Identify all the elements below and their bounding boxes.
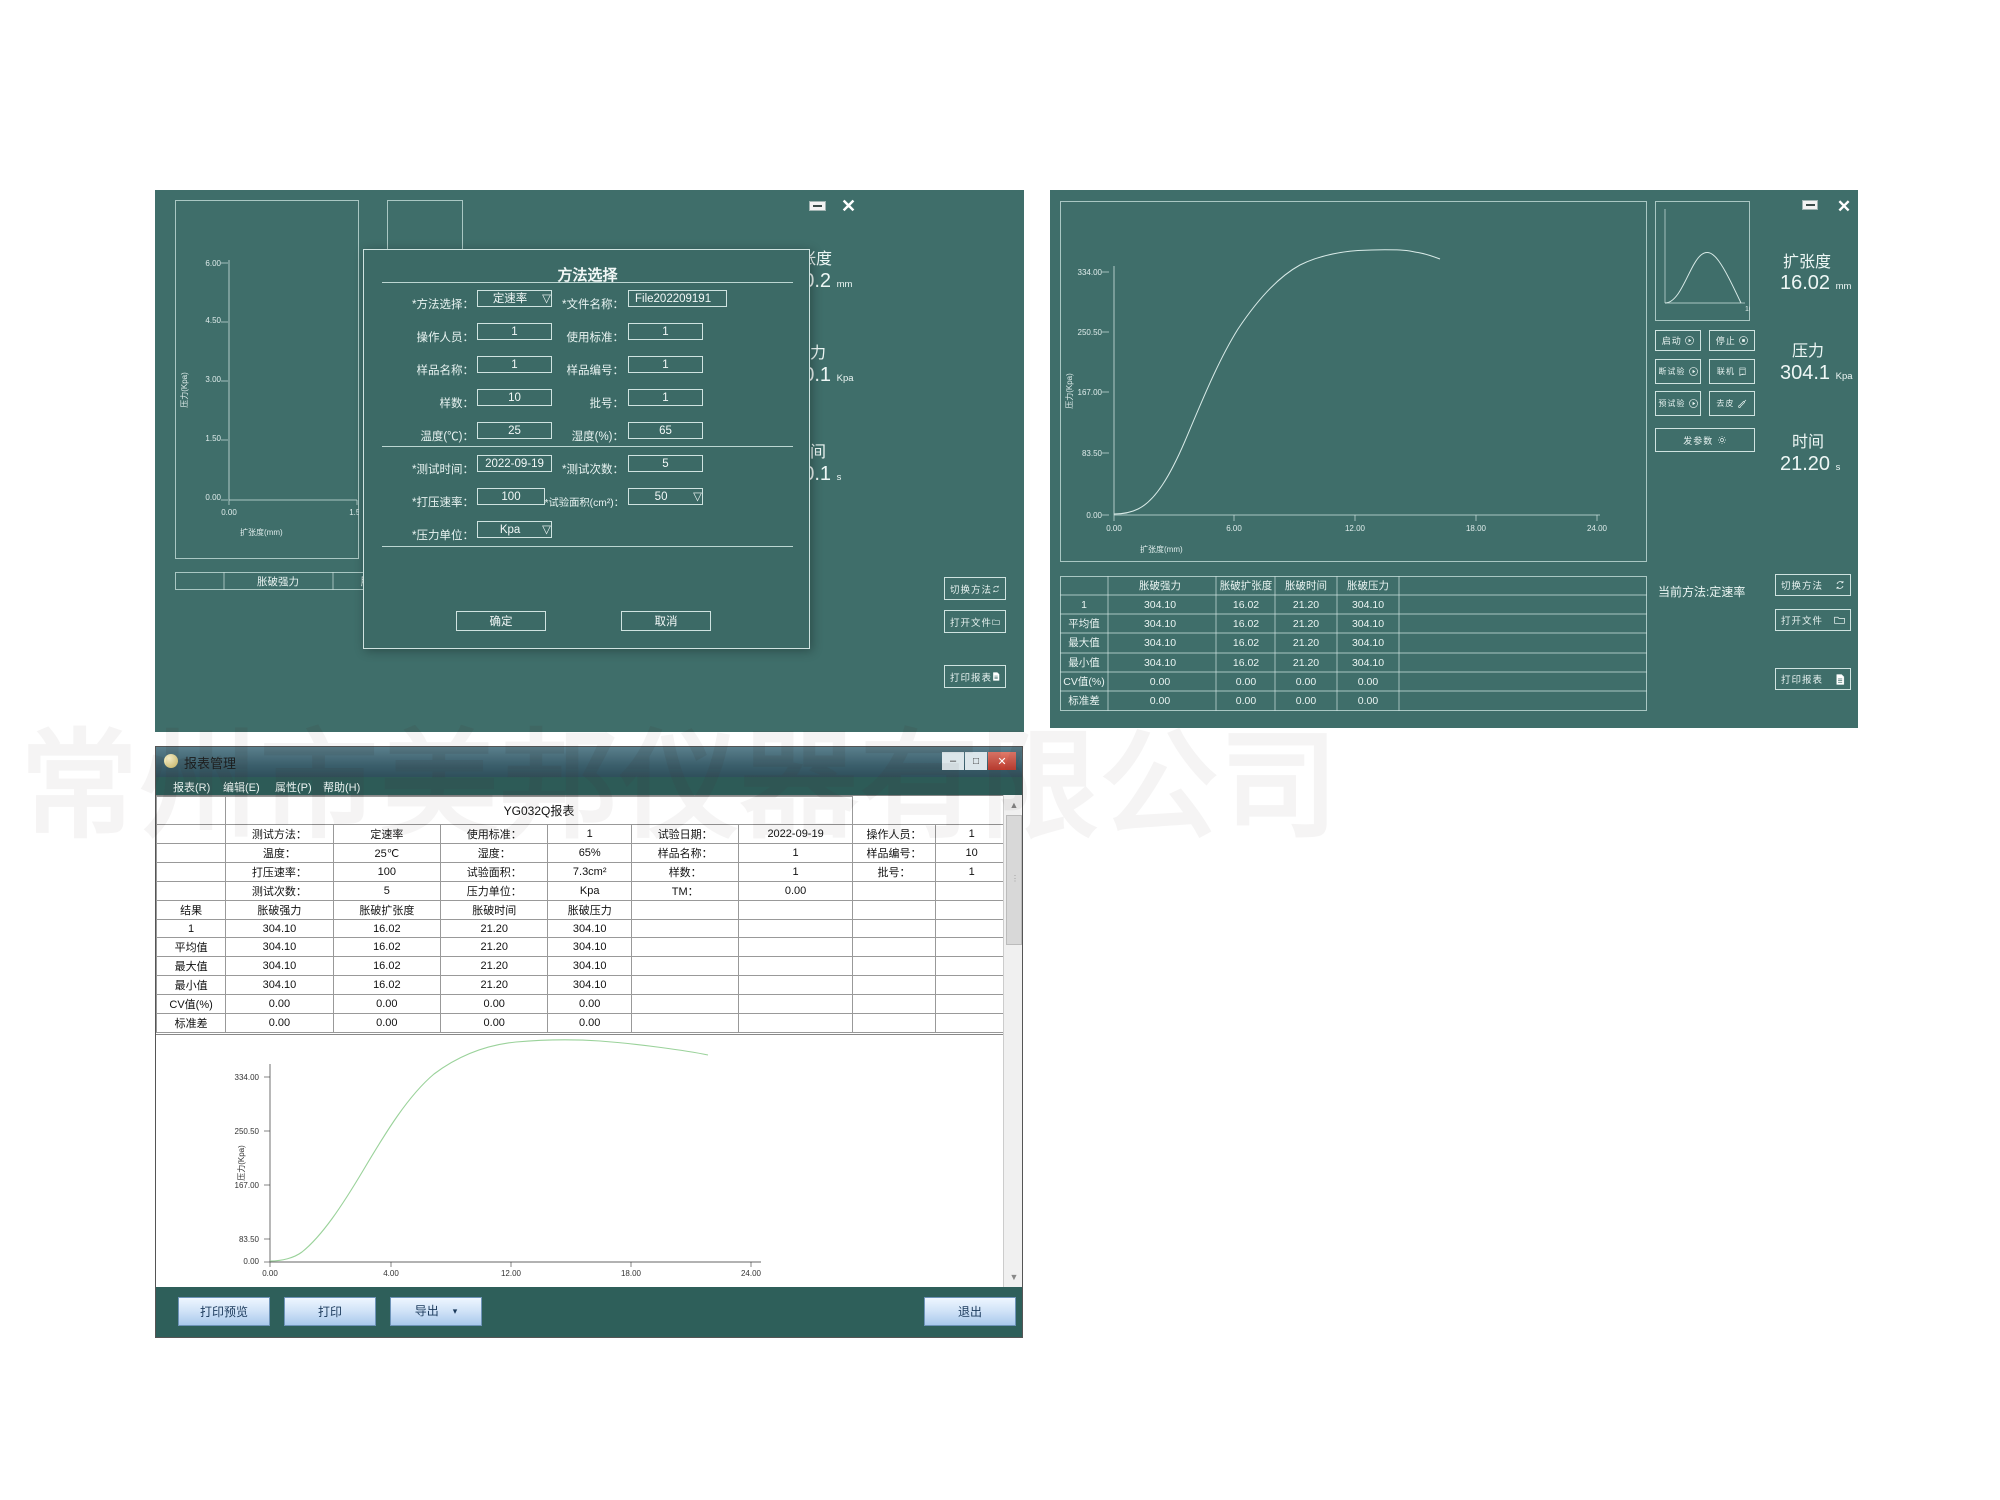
svg-text:250.50: 250.50 <box>235 1127 260 1136</box>
svg-text:扩张度(mm): 扩张度(mm) <box>1140 544 1183 554</box>
svg-text:0.00: 0.00 <box>1150 676 1171 688</box>
svg-text:4.00: 4.00 <box>383 1269 399 1278</box>
svg-text:250.50: 250.50 <box>1078 328 1103 337</box>
svg-text:3.00: 3.00 <box>205 375 221 384</box>
svg-text:0.00: 0.00 <box>205 493 221 502</box>
svg-text:304.10: 304.10 <box>1352 637 1384 649</box>
svg-text:0.00: 0.00 <box>1236 695 1257 707</box>
svg-text:0.00: 0.00 <box>1296 695 1317 707</box>
svg-text:16.02: 16.02 <box>1233 618 1259 630</box>
svg-text:扩张度(mm): 扩张度(mm) <box>240 527 283 537</box>
svg-text:0.00: 0.00 <box>1150 695 1171 707</box>
svg-text:24.00: 24.00 <box>741 1269 762 1278</box>
svg-text:18.00: 18.00 <box>621 1269 642 1278</box>
svg-text:1: 1 <box>1081 599 1087 611</box>
svg-text:304.10: 304.10 <box>1352 599 1384 611</box>
svg-text:压力(Kpa): 压力(Kpa) <box>179 372 189 408</box>
svg-text:0.00: 0.00 <box>1358 676 1379 688</box>
svg-text:1.50: 1.50 <box>349 508 359 517</box>
svg-text:16.02: 16.02 <box>1233 657 1259 669</box>
svg-text:0.00: 0.00 <box>1358 695 1379 707</box>
svg-text:6.00: 6.00 <box>205 259 221 268</box>
svg-text:304.10: 304.10 <box>1144 599 1176 611</box>
svg-text:0.00: 0.00 <box>1236 676 1257 688</box>
svg-text:304.10: 304.10 <box>1352 618 1384 630</box>
svg-text:167.00: 167.00 <box>235 1181 260 1190</box>
svg-text:压力(Kpa): 压力(Kpa) <box>236 1145 246 1181</box>
svg-text:0.00: 0.00 <box>1106 524 1122 533</box>
svg-text:最小值: 最小值 <box>1068 656 1100 669</box>
svg-text:0.00: 0.00 <box>243 1257 259 1266</box>
svg-text:83.50: 83.50 <box>1082 449 1103 458</box>
svg-text:0.00: 0.00 <box>1296 676 1317 688</box>
svg-text:最大值: 最大值 <box>1068 636 1100 649</box>
svg-text:0.00: 0.00 <box>221 508 237 517</box>
svg-text:胀破时间: 胀破时间 <box>1285 579 1327 592</box>
svg-text:胀破压力: 胀破压力 <box>1347 579 1389 592</box>
svg-text:21.20: 21.20 <box>1293 618 1319 630</box>
svg-text:21.20: 21.20 <box>1293 637 1319 649</box>
svg-text:334.00: 334.00 <box>1078 268 1103 277</box>
svg-text:CV值(%): CV值(%) <box>1063 675 1104 688</box>
svg-text:21.20: 21.20 <box>1293 657 1319 669</box>
svg-text:0.00: 0.00 <box>262 1269 278 1278</box>
svg-text:12.00: 12.00 <box>1345 524 1366 533</box>
svg-text:18.00: 18.00 <box>1466 524 1487 533</box>
svg-text:0.00: 0.00 <box>1086 511 1102 520</box>
svg-text:胀破强力: 胀破强力 <box>1139 579 1181 592</box>
svg-text:12.00: 12.00 <box>501 1269 522 1278</box>
svg-text:83.50: 83.50 <box>239 1235 260 1244</box>
svg-text:胀破强力: 胀破强力 <box>257 575 299 588</box>
svg-text:304.10: 304.10 <box>1144 657 1176 669</box>
svg-text:6.00: 6.00 <box>1226 524 1242 533</box>
svg-text:304.10: 304.10 <box>1352 657 1384 669</box>
svg-text:24.00: 24.00 <box>1587 524 1608 533</box>
svg-text:平均值: 平均值 <box>1068 617 1100 630</box>
svg-text:1.50: 1.50 <box>205 434 221 443</box>
svg-text:167.00: 167.00 <box>1078 388 1103 397</box>
svg-text:压力(Kpa): 压力(Kpa) <box>1064 373 1074 409</box>
svg-text:16.02: 16.02 <box>1233 637 1259 649</box>
svg-text:304.10: 304.10 <box>1144 637 1176 649</box>
svg-text:16.02: 16.02 <box>1233 599 1259 611</box>
svg-text:胀破扩张度: 胀破扩张度 <box>1220 579 1273 592</box>
svg-text:16.03: 16.03 <box>1745 306 1750 313</box>
svg-text:标准差: 标准差 <box>1068 694 1100 707</box>
svg-text:334.00: 334.00 <box>235 1073 260 1082</box>
svg-text:4.50: 4.50 <box>205 316 221 325</box>
svg-text:304.10: 304.10 <box>1144 618 1176 630</box>
svg-text:21.20: 21.20 <box>1293 599 1319 611</box>
